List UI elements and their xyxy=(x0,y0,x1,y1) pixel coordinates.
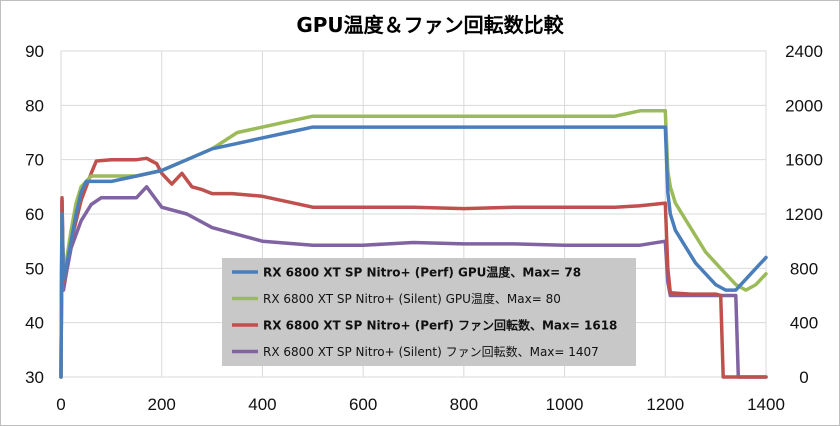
y-left-tick-label: 70 xyxy=(25,151,44,170)
x-tick-label: 600 xyxy=(349,395,377,414)
axis-layer: 30 40 50 60 70 80 90 0 400 800 1200 1600 2000 2400 0 20… xyxy=(25,42,823,414)
legend-entry-1: RX 6800 XT SP Nitro+ (Perf) GPU温度、Max= 7… xyxy=(263,265,581,280)
series-layer xyxy=(59,109,768,379)
y-left-tick-label: 40 xyxy=(25,314,44,333)
y-right-tick-label: 2400 xyxy=(785,42,823,61)
x-tick-label: 1000 xyxy=(546,395,584,414)
y-right-tick-label: 800 xyxy=(790,259,818,278)
y-left-tick-label: 90 xyxy=(25,42,44,61)
y-right-tick-label: 1600 xyxy=(785,151,823,170)
legend-entry-3: RX 6800 XT SP Nitro+ (Perf) ファン回転数、Max= … xyxy=(263,318,617,333)
x-tick-label: 0 xyxy=(56,395,65,414)
legend: RX 6800 XT SP Nitro+ (Perf) GPU温度、Max= 7… xyxy=(222,258,636,366)
y-right-tick-label: 1200 xyxy=(785,205,823,224)
series-line-3 xyxy=(59,156,768,379)
x-tick-label: 800 xyxy=(450,395,478,414)
legend-entry-4: RX 6800 XT SP Nitro+ (Silent) ファン回転数、Max… xyxy=(263,344,599,359)
chart-title: GPU温度＆ファン回転数比較 xyxy=(296,13,564,37)
y-right-tick-label: 400 xyxy=(790,314,818,333)
legend-box xyxy=(222,258,636,366)
y-left-tick-label: 60 xyxy=(25,205,44,224)
y-left-tick-label: 50 xyxy=(25,259,44,278)
x-tick-label: 400 xyxy=(248,395,276,414)
x-tick-label: 1200 xyxy=(646,395,684,414)
series-line-1 xyxy=(59,125,768,379)
x-tick-label: 1400 xyxy=(747,395,785,414)
y-left-tick-label: 80 xyxy=(25,96,44,115)
legend-entry-2: RX 6800 XT SP Nitro+ (Silent) GPU温度、Max=… xyxy=(263,291,561,306)
series-line-4 xyxy=(59,185,768,379)
x-tick-label: 200 xyxy=(148,395,176,414)
y-right-tick-label: 0 xyxy=(799,368,808,387)
y-right-tick-label: 2000 xyxy=(785,96,823,115)
y-left-tick-label: 30 xyxy=(25,368,44,387)
